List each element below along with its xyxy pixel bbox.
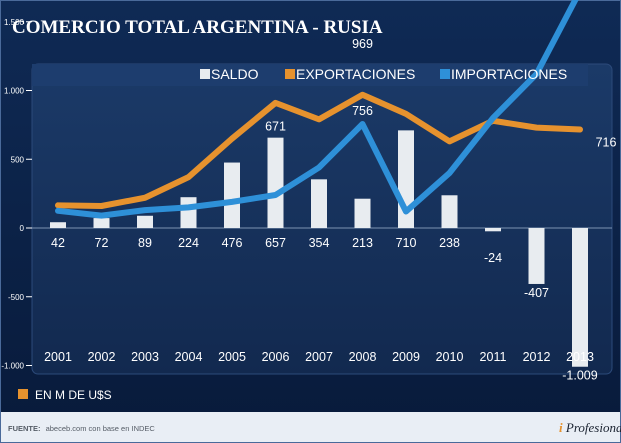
bar-saldo-2006 (267, 137, 284, 228)
footer-source: FUENTE: abeceb.com con base en INDEC (8, 424, 155, 433)
y-tick-label: 1.000 (4, 87, 25, 96)
legend-importaciones-swatch (440, 69, 450, 79)
bar-label-saldo: 476 (222, 236, 243, 250)
line-value-label: 756 (352, 104, 373, 118)
x-tick-label: 2006 (262, 350, 290, 364)
saldo-bar-labels: 42 72 89 224 476 657 354 213 710 238 -24 -407 -1.009 (51, 236, 598, 383)
chart-title: COMERCIO TOTAL ARGENTINA - RUSIA (12, 17, 383, 38)
bar-label-saldo: 710 (396, 236, 417, 250)
x-tick-label: 2005 (218, 350, 246, 364)
x-tick-label: 2007 (305, 350, 333, 364)
y-tick-label: 1.500 (4, 18, 25, 27)
bar-label-saldo: 72 (95, 236, 109, 250)
units-swatch (18, 389, 28, 399)
footer-panel (1, 412, 620, 442)
x-tick-label: 2008 (349, 350, 377, 364)
x-tick-label: 2001 (44, 350, 72, 364)
bar-saldo-2007 (311, 179, 327, 228)
bar-saldo-2008 (354, 198, 371, 228)
x-tick-label: 2009 (392, 350, 420, 364)
x-tick-label: 2011 (480, 350, 507, 364)
line-value-label: 716 (596, 136, 617, 150)
bar-saldo-2011 (485, 228, 501, 232)
x-axis: 2001 2002 2003 2004 2005 2006 2007 2008 2009 2010… (44, 350, 594, 364)
bar-label-saldo: 213 (352, 236, 373, 250)
legend-saldo-label: SALDO (211, 66, 259, 82)
bar-saldo-2003 (137, 215, 153, 228)
bar-label-saldo: 657 (265, 236, 286, 250)
bar-label-saldo: 224 (178, 236, 199, 250)
bar-label-saldo: 238 (439, 236, 460, 250)
legend-exportaciones-label: EXPORTACIONES (296, 66, 415, 82)
x-tick-label: 2004 (175, 350, 203, 364)
x-tick-label: 2003 (131, 350, 159, 364)
x-tick-label: 2012 (523, 350, 551, 364)
bar-saldo-2010 (441, 195, 458, 228)
bar-saldo-2001 (50, 222, 66, 228)
x-tick-label: 2013 (566, 350, 594, 364)
bar-saldo-2005 (224, 162, 240, 228)
line-value-label: 969 (352, 37, 373, 51)
x-tick-label: 2010 (436, 350, 464, 364)
bar-saldo-2013 (572, 228, 588, 367)
series-lines (55, 0, 583, 219)
bar-label-saldo: 354 (309, 236, 330, 250)
footer-brand: i Profesional (559, 420, 621, 435)
line-value-labels: 6719697561.724716 (265, 37, 617, 150)
footer-source-label: FUENTE: (8, 424, 41, 433)
x-tick-label: 2002 (88, 350, 116, 364)
bar-label-saldo: -407 (524, 286, 549, 300)
bar-saldo-2002 (93, 218, 110, 228)
footer-brand-i: i (559, 420, 563, 435)
footer-brand-rest: Profesional (565, 420, 621, 435)
legend-importaciones-label: IMPORTACIONES (451, 66, 567, 82)
y-tick-label: -1.000 (1, 362, 24, 371)
bar-label-saldo: -1.009 (562, 369, 597, 383)
legend-exportaciones-swatch (285, 69, 295, 79)
legend: SALDO EXPORTACIONES IMPORTACIONES (200, 66, 567, 82)
y-tick-label: -500 (8, 293, 25, 302)
legend-saldo-swatch (200, 69, 210, 79)
bar-label-saldo: -24 (484, 251, 502, 265)
y-tick-label: 0 (20, 224, 25, 233)
line-importaciones (55, 0, 579, 219)
units-note: EN M DE U$S (35, 388, 112, 402)
y-tick-label: 500 (11, 155, 25, 164)
line-value-label: 671 (265, 120, 286, 134)
bar-label-saldo: 42 (51, 236, 65, 250)
saldo-bars (50, 130, 588, 367)
bar-saldo-2004 (180, 197, 197, 228)
bar-label-saldo: 89 (138, 236, 152, 250)
footer-source-text: abeceb.com con base en INDEC (46, 424, 156, 433)
bar-saldo-2012 (528, 228, 545, 284)
